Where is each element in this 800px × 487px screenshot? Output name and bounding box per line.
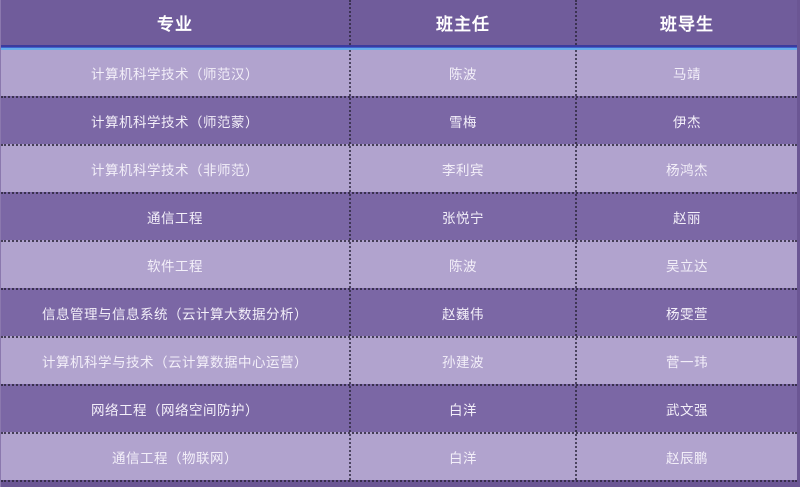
cell-mentor: 赵丽	[575, 194, 797, 240]
cell-major: 计算机科学技术（师范蒙）	[91, 115, 259, 131]
cell-mentor: 赵辰鹏	[575, 434, 797, 480]
cell-head-teacher: 雪梅	[349, 98, 575, 144]
cell-major: 软件工程	[147, 259, 203, 275]
table-row: 网络工程（网络空间防护） 白洋 武文强	[1, 384, 797, 432]
table-row: 计算机科学技术（师范蒙） 雪梅 伊杰	[1, 96, 797, 144]
table-row: 计算机科学与技术（云计算数据中心运营） 孙建波 菅一玮	[1, 336, 797, 384]
table-row: 计算机科学技术（非师范） 李利宾 杨鸿杰	[1, 144, 797, 192]
cell-head-teacher: 白洋	[349, 386, 575, 432]
table-header-row: 专业 班主任 班导生	[1, 0, 797, 45]
cell-head-teacher: 张悦宁	[349, 194, 575, 240]
cell-major: 网络工程（网络空间防护）	[91, 403, 259, 419]
table-body: 计算机科学技术（师范汉） 陈波 马靖 计算机科学技术（师范蒙） 雪梅 伊杰 计算…	[1, 50, 797, 480]
header-divider	[1, 45, 797, 50]
cell-head-teacher: 白洋	[349, 434, 575, 480]
table-row: 通信工程 张悦宁 赵丽	[1, 192, 797, 240]
cell-major: 通信工程（物联网）	[112, 451, 238, 467]
cell-major: 信息管理与信息系统（云计算大数据分析）	[42, 307, 308, 323]
cell-head-teacher: 赵巍伟	[349, 290, 575, 336]
cell-mentor: 菅一玮	[575, 338, 797, 384]
cell-mentor: 杨鸿杰	[575, 146, 797, 192]
cell-head-teacher: 孙建波	[349, 338, 575, 384]
header-head-teacher: 班主任	[349, 0, 575, 45]
cell-major: 通信工程	[147, 211, 203, 227]
table-row: 通信工程（物联网） 白洋 赵辰鹏	[1, 432, 797, 480]
cell-mentor: 伊杰	[575, 98, 797, 144]
cell-head-teacher: 李利宾	[349, 146, 575, 192]
cell-head-teacher: 陈波	[349, 242, 575, 288]
cell-major: 计算机科学技术（非师范）	[91, 163, 259, 179]
bottom-frame-strip	[1, 480, 797, 487]
table-row: 软件工程 陈波 吴立达	[1, 240, 797, 288]
cell-mentor: 武文强	[575, 386, 797, 432]
header-mentor: 班导生	[575, 0, 797, 45]
divider-stripe-light	[1, 48, 797, 50]
cell-major: 计算机科学与技术（云计算数据中心运营）	[42, 355, 308, 371]
cell-mentor: 吴立达	[575, 242, 797, 288]
header-major: 专业	[157, 15, 193, 35]
cell-head-teacher: 陈波	[349, 50, 575, 96]
divider-stripe-mid	[1, 47, 797, 48]
table-row: 计算机科学技术（师范汉） 陈波 马靖	[1, 50, 797, 96]
table-row: 信息管理与信息系统（云计算大数据分析） 赵巍伟 杨雯萱	[1, 288, 797, 336]
cell-major: 计算机科学技术（师范汉）	[91, 67, 259, 83]
divider-stripe-dark	[1, 45, 797, 47]
cell-mentor: 马靖	[575, 50, 797, 96]
cell-mentor: 杨雯萱	[575, 290, 797, 336]
